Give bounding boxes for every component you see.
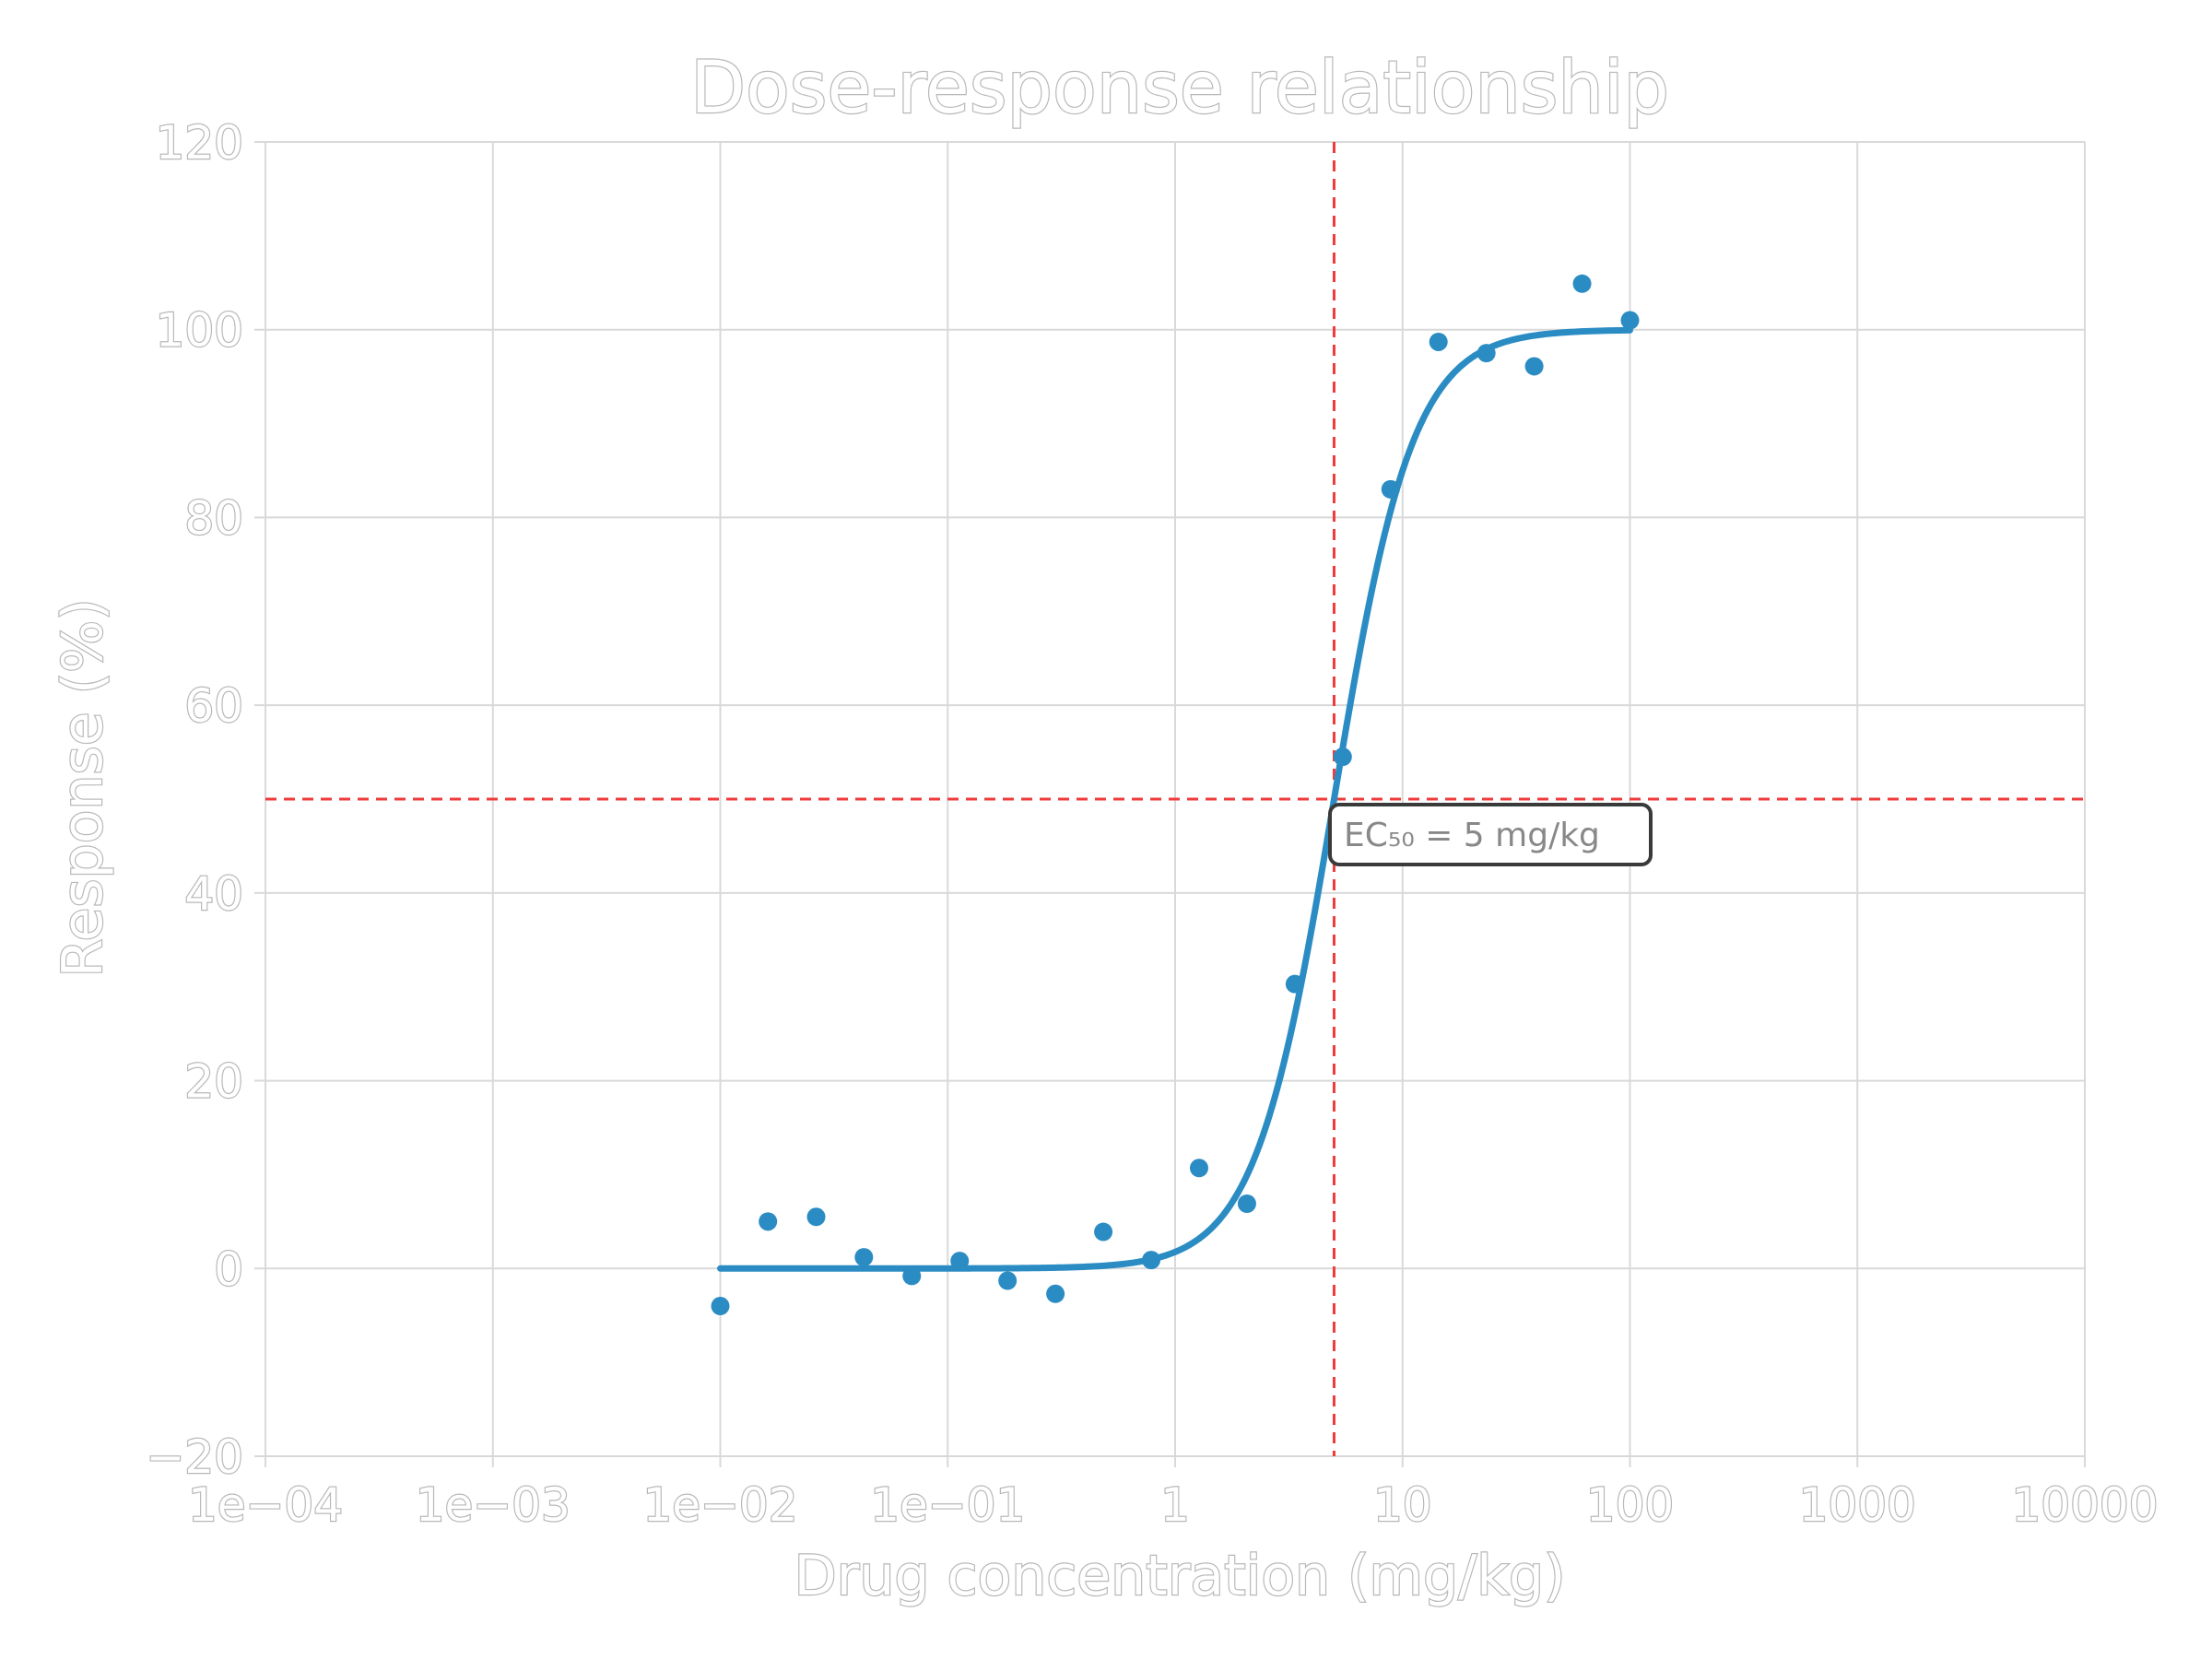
data-point bbox=[806, 1207, 826, 1227]
x-tick-label: 1e−03 bbox=[416, 1478, 571, 1532]
data-point bbox=[854, 1248, 874, 1267]
data-point bbox=[1477, 344, 1496, 363]
x-tick-label: 10000 bbox=[2011, 1478, 2158, 1532]
x-tick-label: 1e−04 bbox=[188, 1478, 343, 1532]
y-tick-label: 100 bbox=[156, 304, 243, 358]
axes: 1e−04 1e−03 1e−02 1e−01 1 10 100 1000 10000 −20 0 2… bbox=[145, 115, 2159, 1533]
data-point bbox=[1572, 274, 1592, 293]
x-tick-label: 1e−01 bbox=[870, 1478, 1025, 1532]
data-point bbox=[998, 1271, 1018, 1290]
data-points bbox=[711, 274, 1640, 1316]
x-tick-label: 1 bbox=[1160, 1478, 1190, 1532]
annotation-box bbox=[1328, 803, 1653, 866]
data-point bbox=[759, 1212, 778, 1231]
y-tick-label: 0 bbox=[214, 1242, 243, 1296]
x-tick-label: 1000 bbox=[1799, 1478, 1916, 1532]
data-point bbox=[1524, 357, 1544, 376]
data-point bbox=[902, 1266, 922, 1286]
reference-lines bbox=[265, 142, 2085, 1456]
y-tick-label: 20 bbox=[184, 1055, 243, 1109]
annotation-text: EC₅₀ = 5 mg/kg bbox=[1344, 817, 1600, 854]
ec50-annotation: EC₅₀ = 5 mg/kg bbox=[1328, 803, 1653, 866]
data-point bbox=[1237, 1194, 1256, 1214]
data-point bbox=[1333, 747, 1352, 767]
y-tick-label: 60 bbox=[184, 679, 243, 733]
data-point bbox=[1620, 311, 1640, 330]
data-point bbox=[711, 1297, 730, 1316]
y-tick-label: 80 bbox=[184, 491, 243, 545]
data-point bbox=[1189, 1159, 1208, 1178]
y-tick-label: 40 bbox=[184, 867, 243, 921]
y-axis-label: Response (%) bbox=[51, 598, 115, 977]
data-point bbox=[1429, 332, 1448, 351]
x-tick-label: 100 bbox=[1586, 1478, 1674, 1532]
data-point bbox=[1142, 1251, 1161, 1270]
y-tick-label: −20 bbox=[146, 1430, 243, 1484]
x-tick-label: 10 bbox=[1373, 1478, 1432, 1532]
data-point bbox=[1285, 974, 1304, 994]
chart-title: Dose-response relationship bbox=[690, 47, 1669, 130]
grid bbox=[265, 141, 2086, 1457]
y-tick-label: 120 bbox=[156, 116, 243, 170]
data-point bbox=[1381, 479, 1400, 499]
data-point bbox=[950, 1252, 970, 1271]
x-tick-label: 1e−02 bbox=[642, 1478, 797, 1532]
data-point bbox=[1046, 1284, 1065, 1303]
x-axis-label: Drug concentration (mg/kg) bbox=[794, 1544, 1565, 1608]
data-point bbox=[1094, 1222, 1113, 1241]
